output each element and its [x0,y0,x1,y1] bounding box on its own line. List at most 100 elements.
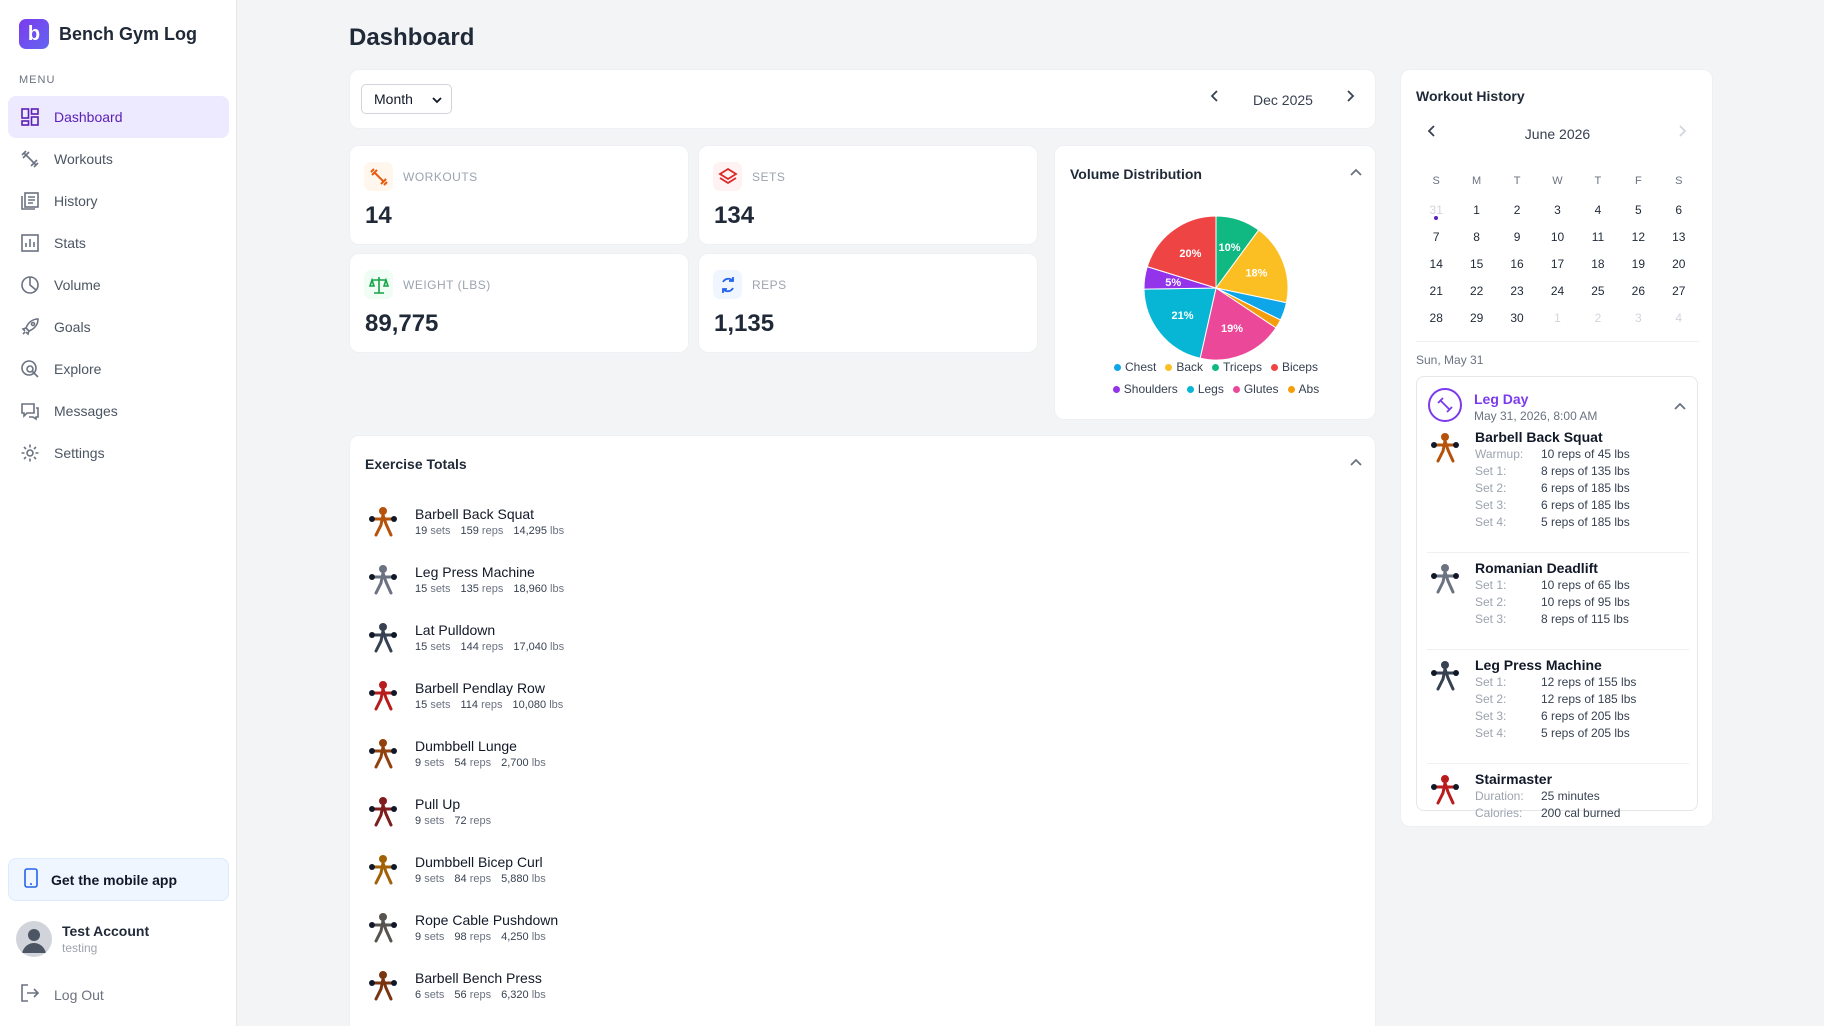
get-mobile-app-button[interactable]: Get the mobile app [8,858,229,901]
gear-icon [20,443,40,463]
brand[interactable]: b Bench Gym Log [19,19,197,49]
calendar-month: June 2026 [1524,126,1591,142]
calendar-day[interactable]: 23 [1510,283,1524,298]
exercise-total-row[interactable]: Lat Pulldown 15 sets 144 reps 17,040 lbs [365,608,1365,666]
dashboard-icon [20,107,40,127]
set-row: Calories: 200 cal burned [1475,806,1621,820]
layers-icon [713,162,742,191]
calendar-weekday: W [1552,175,1563,187]
rocket-icon [20,317,40,337]
sidebar-item-goals[interactable]: Goals [8,306,229,348]
pie-label-triceps: 10% [1218,242,1240,254]
calendar-day[interactable]: 7 [1432,229,1440,244]
sidebar-item-messages[interactable]: Messages [8,390,229,432]
session-name[interactable]: Leg Day [1474,391,1529,407]
exercise-total-row[interactable]: Leg Press Machine 15 sets 135 reps 18,960 l… [365,550,1365,608]
sidebar-item-explore[interactable]: Explore [8,348,229,390]
calendar-day[interactable]: 1 [1554,310,1561,325]
session-exercise[interactable]: Stairmaster Duration: 25 minutes Calories: 2… [1427,771,1689,823]
calendar-day[interactable]: 20 [1672,256,1686,271]
calendar-day[interactable]: 6 [1675,202,1683,217]
repeat-icon [713,270,742,299]
calendar-day[interactable]: 27 [1672,283,1686,298]
exercise-reps: 72 reps [454,814,492,827]
collapse-session-button[interactable] [1672,399,1688,420]
exercise-image [1427,657,1463,693]
calendar-day[interactable]: 16 [1510,256,1524,271]
calendar-day[interactable]: 14 [1429,256,1443,271]
account-menu[interactable]: Test Account testing [16,921,149,957]
calendar-day[interactable]: 3 [1635,310,1642,325]
exercise-total-row[interactable]: Barbell Bench Press 6 sets 56 reps 6,320 lb… [365,956,1365,1014]
calendar-day[interactable]: 1 [1473,202,1480,217]
exercise-meta: 9 sets 54 reps 2,700 lbs [415,757,556,769]
calendar-day[interactable]: 25 [1591,283,1605,298]
calendar-day[interactable]: 4 [1594,202,1602,217]
calendar-day[interactable]: 5 [1635,202,1642,217]
calendar-day[interactable]: 22 [1469,283,1484,298]
calendar-day[interactable]: 3 [1554,202,1561,217]
calendar-day[interactable]: 29 [1469,310,1484,325]
calendar-day[interactable]: 4 [1675,310,1683,325]
exercise-name: Dumbbell Bicep Curl [415,853,543,870]
sidebar-item-volume[interactable]: Volume [8,264,229,306]
logout-button[interactable]: Log Out [20,983,104,1006]
calendar-day[interactable]: 8 [1473,229,1480,244]
calendar-day[interactable]: 28 [1429,310,1443,325]
calendar-day[interactable]: 13 [1672,229,1686,244]
exercise-total-row[interactable]: Barbell Military Press [365,1014,1365,1026]
exercise-total-row[interactable]: Dumbbell Lunge 9 sets 54 reps 2,700 lbs [365,724,1365,782]
volume-icon [20,275,40,295]
exercise-image [1427,429,1463,465]
workout-history-card: Workout History June 2026 S M T W T F S 31 1 2 3 4 5… [1400,69,1713,827]
pie-slice-back[interactable] [1215,229,1289,304]
session-exercise[interactable]: Barbell Back Squat Warmup: 10 reps of 45 l… [1427,429,1689,532]
sidebar-item-dashboard[interactable]: Dashboard [8,96,229,138]
stat-value: 89,775 [365,310,439,337]
exercise-sets: 19 sets [415,524,451,537]
calendar-weekday: T [1594,175,1602,187]
pie-slice-legs[interactable] [1143,287,1217,359]
calendar-day[interactable]: 31 [1416,196,1456,223]
collapse-volume-button[interactable] [1348,165,1364,181]
calendar-day[interactable]: 24 [1550,283,1565,298]
calendar-day[interactable]: 10 [1550,229,1565,244]
mobile-app-label: Get the mobile app [51,871,178,888]
calendar-next-button[interactable] [1673,122,1691,145]
calendar-day[interactable]: 17 [1550,256,1565,271]
calendar-day[interactable]: 9 [1513,229,1521,244]
pie-slice-glutes[interactable] [1199,287,1277,361]
calendar-day[interactable]: 19 [1631,256,1646,271]
calendar-previous-button[interactable] [1423,122,1441,145]
exercise-total-row[interactable]: Pull Up 9 sets 72 reps [365,782,1365,840]
legend-row-2: Shoulders Legs Glutes Abs [1055,382,1377,396]
exercise-total-row[interactable]: Rope Cable Pushdown 9 sets 98 reps 4,250 lb… [365,898,1365,956]
collapse-exercise-totals-button[interactable] [1348,455,1364,471]
calendar-day[interactable]: 30 [1510,310,1524,325]
calendar-day[interactable]: 12 [1631,229,1646,244]
calendar-day[interactable]: 26 [1631,283,1646,298]
stat-label: REPS [752,277,787,292]
exercise-total-row[interactable]: Barbell Pendlay Row 15 sets 114 reps 10,080… [365,666,1365,724]
calendar-day[interactable]: 2 [1513,202,1521,217]
sidebar-item-workouts[interactable]: Workouts [8,138,229,180]
logout-icon [20,983,40,1006]
sidebar-item-stats[interactable]: Stats [8,222,229,264]
next-month-button[interactable] [1340,86,1360,106]
period-select[interactable]: Month [361,84,452,114]
calendar-day[interactable]: 21 [1429,283,1443,298]
session-exercise[interactable]: Leg Press Machine Set 1: 12 reps of 155 lb… [1427,657,1689,743]
sidebar-item-settings[interactable]: Settings [8,432,229,474]
calendar-day[interactable]: 2 [1594,310,1602,325]
exercise-total-row[interactable]: Barbell Back Squat 19 sets 159 reps 14,295 … [365,492,1365,550]
calendar-day[interactable]: 11 [1591,229,1605,244]
stat-value: 1,135 [714,310,775,337]
exercise-total-row[interactable]: Dumbbell Bicep Curl 9 sets 84 reps 5,880 lb… [365,840,1365,898]
pie-slice-biceps[interactable] [1146,215,1217,289]
exercise-totals-list: Barbell Back Squat 19 sets 159 reps 14,295 … [365,492,1365,1026]
calendar-day[interactable]: 15 [1469,256,1484,271]
calendar-day[interactable]: 18 [1591,256,1605,271]
previous-month-button[interactable] [1205,86,1225,106]
session-exercise[interactable]: Romanian Deadlift Set 1: 10 reps of 65 lbs… [1427,560,1689,629]
sidebar-item-history[interactable]: History [8,180,229,222]
